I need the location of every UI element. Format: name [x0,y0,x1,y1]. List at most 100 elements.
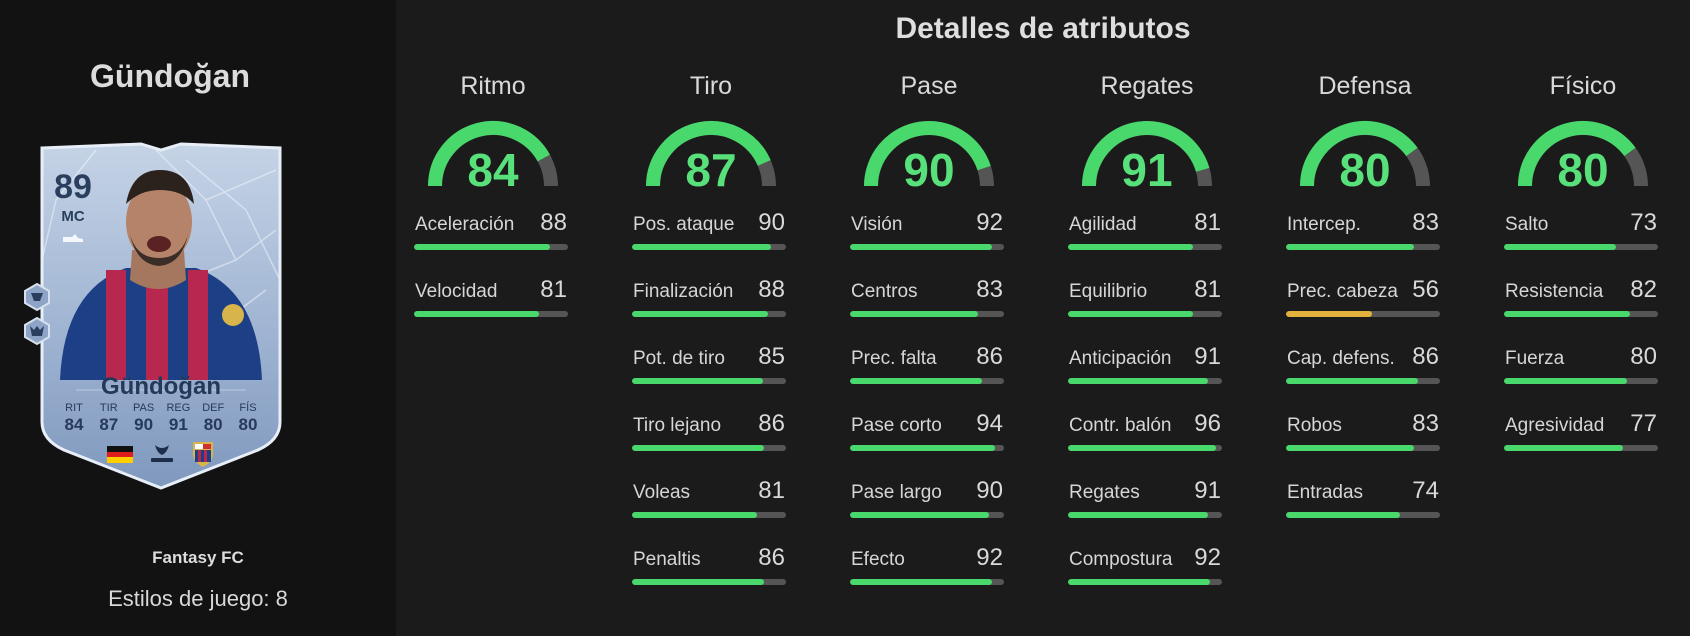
stat-bar [850,445,1004,451]
stat-bar [1286,311,1440,317]
stat-bar-fill [632,378,763,384]
stat-row-anticipacion[interactable]: Anticipación 91 [1068,338,1226,405]
stat-row-centros[interactable]: Centros 83 [850,271,1008,338]
attr-overall-value: 84 [467,144,519,196]
attr-title: Ritmo [460,72,526,100]
attr-col-regates: Regates 91 Agilidad 81 Equilibrio 81 Anticipac… [1068,72,1226,606]
stat-bar [1504,445,1658,451]
stat-value: 80 [1630,343,1657,370]
attr-title: Tiro [689,72,733,100]
stat-bar [632,512,786,518]
section-title: Detalles de atributos [895,12,1191,45]
attr-overall-value: 90 [903,144,955,196]
attr-gauge: 90 [850,112,1008,204]
stat-bar [632,311,786,317]
stat-row-fuerza[interactable]: Fuerza 80 [1504,338,1662,405]
stat-row-finalizacion[interactable]: Finalización 88 [632,271,790,338]
stat-name: Robos [1287,415,1342,436]
chemistry-style-icon[interactable] [22,282,52,312]
stat-row-prec-falta[interactable]: Prec. falta 86 [850,338,1008,405]
card-player-name: Gündoğan [101,373,221,400]
stat-value: 91 [1194,343,1221,370]
stat-row-compostura[interactable]: Compostura 92 [1068,539,1226,606]
stat-bar-fill [1286,445,1414,451]
stat-row-penaltis[interactable]: Penaltis 86 [632,539,790,606]
stat-bar-fill [1286,512,1400,518]
stat-row-intercep[interactable]: Intercep. 83 [1286,204,1444,271]
stat-bar-fill [632,512,757,518]
stat-row-equilibrio[interactable]: Equilibrio 81 [1068,271,1226,338]
stat-bar-fill [632,445,765,451]
card-rating: 89 [54,168,92,206]
stat-row-efecto[interactable]: Efecto 92 [850,539,1008,606]
gauge-arc [1082,121,1212,187]
stat-row-aceleracion[interactable]: Aceleración 88 [414,204,572,271]
stat-bar [850,311,1004,317]
stat-row-pos-ataque[interactable]: Pos. ataque 90 [632,204,790,271]
stat-name: Aceleración [415,214,515,235]
stat-name: Equilibrio [1069,281,1148,302]
stat-bar-fill [632,579,765,585]
gauge-arc [1300,121,1430,187]
stat-row-robos[interactable]: Robos 83 [1286,405,1444,472]
stat-bar-fill [1504,445,1623,451]
stat-row-cap-defens[interactable]: Cap. defens. 86 [1286,338,1444,405]
stat-row-vision[interactable]: Visión 92 [850,204,1008,271]
stat-bar [850,512,1004,518]
stat-row-pase-largo[interactable]: Pase largo 90 [850,472,1008,539]
gauge-arc [864,121,994,187]
stat-row-velocidad[interactable]: Velocidad 81 [414,271,572,338]
stat-bar-fill [414,244,550,250]
stat-row-resistencia[interactable]: Resistencia 82 [1504,271,1662,338]
stat-name: Pase largo [851,482,942,503]
stat-row-salto[interactable]: Salto 73 [1504,204,1662,271]
stat-value: 73 [1630,209,1657,236]
card-stat-pas: PAS 90 [132,402,155,434]
stat-value: 90 [976,477,1003,504]
stat-bar [414,311,568,317]
attr-overall-value: 87 [685,144,737,196]
stat-row-agilidad[interactable]: Agilidad 81 [1068,204,1226,271]
stat-value: 83 [976,276,1003,303]
boot-icon [63,234,83,242]
stat-bar [1068,378,1222,384]
stat-row-agresividad[interactable]: Agresividad 77 [1504,405,1662,472]
stat-row-entradas[interactable]: Entradas 74 [1286,472,1444,539]
stat-name: Pos. ataque [633,214,735,235]
stat-bar-fill [850,244,992,250]
stat-value: 81 [1194,209,1221,236]
stat-bar [1286,445,1440,451]
stat-bar-fill [850,311,978,317]
player-card[interactable]: 89 MC Gündoğan RIT 84 TIR 87 PAS 90 REG 91 D… [24,140,286,490]
stat-name: Agilidad [1069,214,1137,235]
playstyles-count[interactable]: Estilos de juego: 8 [108,586,288,611]
stat-name: Entradas [1287,482,1364,503]
stat-bar-fill [1504,244,1617,250]
stat-bar-fill [1068,378,1209,384]
stat-row-prec-cabeza[interactable]: Prec. cabeza 56 [1286,271,1444,338]
stat-row-regates[interactable]: Regates 91 [1068,472,1226,539]
attr-overall-value: 91 [1121,144,1173,196]
stat-row-pot-de-tiro[interactable]: Pot. de tiro 85 [632,338,790,405]
stat-bar [632,244,786,250]
stat-bar-fill [632,244,771,250]
stat-bar [850,244,1004,250]
stat-value: 86 [758,544,785,571]
stat-name: Velocidad [415,281,498,302]
gauge-fill [864,121,991,187]
stat-row-voleas[interactable]: Voleas 81 [632,472,790,539]
gauge-arc [1518,121,1648,187]
playstyle-plus-icon[interactable] [22,316,52,346]
stat-row-contr-balon[interactable]: Contr. balón 96 [1068,405,1226,472]
stat-bar-fill [1068,445,1216,451]
stat-value: 81 [758,477,785,504]
stat-row-pase-corto[interactable]: Pase corto 94 [850,405,1008,472]
stat-value: 83 [1412,410,1439,437]
laliga-logo-icon [151,445,173,462]
gauge-fill [1518,121,1636,187]
stat-row-tiro-lejano[interactable]: Tiro lejano 86 [632,405,790,472]
stat-name: Prec. cabeza [1287,281,1398,302]
attr-gauge: 87 [632,112,790,204]
stat-value: 85 [758,343,785,370]
stat-name: Fuerza [1505,348,1565,369]
